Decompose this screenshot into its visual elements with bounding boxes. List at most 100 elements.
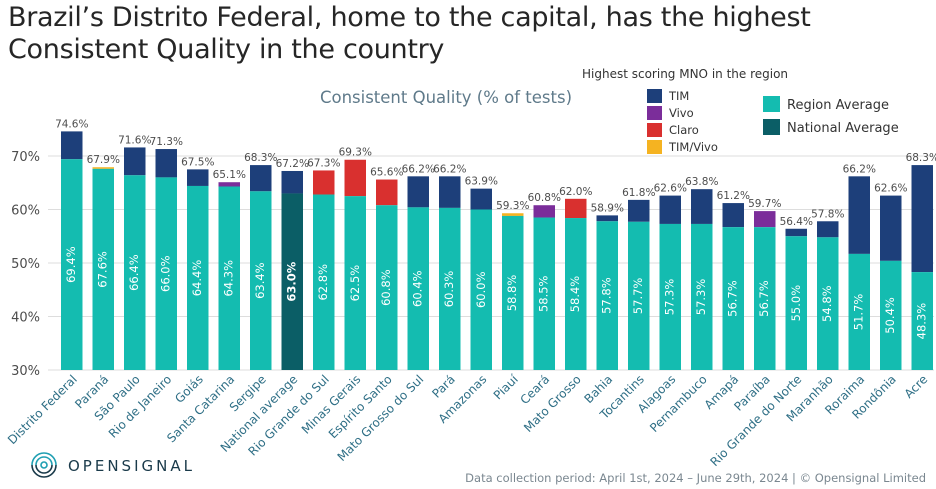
bar-average-label: 58.8% bbox=[505, 275, 519, 312]
bar-top-mno-segment bbox=[61, 131, 83, 160]
bar-top-mno-segment bbox=[344, 159, 366, 197]
bar-top-label: 59.3% bbox=[496, 200, 529, 212]
bar-region-average bbox=[659, 223, 681, 370]
bar-region-average bbox=[691, 223, 713, 370]
x-category-label: Acre bbox=[902, 372, 931, 401]
bar-top-mno-segment bbox=[911, 165, 933, 273]
bar-average-label: 55.0% bbox=[789, 285, 803, 322]
legend-swatch-tim-vivo bbox=[647, 140, 662, 154]
bar-top-mno-segment bbox=[407, 176, 429, 208]
bar-region-average bbox=[848, 253, 870, 370]
bar-region-average bbox=[533, 217, 555, 370]
bar-average-label: 63.0% bbox=[285, 261, 299, 301]
bar-region-average bbox=[344, 196, 366, 370]
bar-region-average bbox=[187, 185, 209, 370]
bar-region-average bbox=[817, 237, 839, 370]
bar-top-mno-segment bbox=[596, 215, 618, 222]
bar-average-label: 50.4% bbox=[883, 297, 897, 334]
legend-label: TIM bbox=[668, 89, 689, 103]
bar-region-average bbox=[754, 227, 776, 370]
title-line-1: Brazil’s Distrito Federal, home to the c… bbox=[8, 2, 811, 33]
legend-label: TIM/Vivo bbox=[668, 140, 718, 154]
title-line-2: Consistent Quality in the country bbox=[8, 34, 445, 65]
bar-top-label: 62.0% bbox=[559, 186, 592, 198]
bar-average-label: 54.8% bbox=[820, 285, 834, 322]
bar-top-mno-segment bbox=[439, 176, 461, 208]
bar-average-label: 67.6% bbox=[96, 251, 110, 288]
bar-average-label: 57.3% bbox=[663, 279, 677, 316]
bar-region-average bbox=[880, 260, 902, 370]
bar-region-average bbox=[628, 221, 650, 370]
bar-region-average bbox=[470, 209, 492, 370]
data-collection-footer: Data collection period: April 1st, 2024 … bbox=[465, 471, 926, 485]
bar-region-average bbox=[722, 227, 744, 370]
bar-average-label: 64.4% bbox=[190, 260, 204, 297]
bar-top-label: 62.6% bbox=[874, 183, 907, 195]
bar-top-label: 56.4% bbox=[780, 216, 813, 228]
bar-top-label: 65.6% bbox=[370, 167, 403, 179]
bar-top-mno-segment bbox=[250, 165, 272, 192]
bar-top-label: 61.8% bbox=[622, 187, 655, 199]
legend-title: Highest scoring MNO in the region bbox=[582, 67, 788, 81]
bar-top-mno-segment bbox=[187, 169, 209, 186]
bar-top-label: 68.3% bbox=[906, 152, 936, 164]
legend-label: National Average bbox=[787, 121, 899, 136]
bar-top-mno-segment bbox=[155, 149, 177, 178]
bar-top-label: 67.2% bbox=[276, 158, 309, 170]
bar-average-label: 62.8% bbox=[316, 264, 330, 301]
opensignal-logo-text: OPENSIGNAL bbox=[68, 457, 195, 475]
bar-region-average bbox=[911, 272, 933, 370]
page-title: Brazil’s Distrito Federal, home to the c… bbox=[8, 2, 868, 66]
bar-top-mno-segment bbox=[376, 179, 398, 206]
y-tick-label: 30% bbox=[11, 364, 40, 379]
bar-region-average bbox=[565, 218, 587, 370]
y-tick-label: 70% bbox=[11, 150, 40, 165]
bar-average-label: 60.8% bbox=[379, 269, 393, 306]
bar-top-mno-segment bbox=[848, 176, 870, 254]
legend-label: Vivo bbox=[669, 106, 694, 120]
bar-top-mno-segment bbox=[533, 205, 555, 218]
bar-top-mno-segment bbox=[691, 189, 713, 224]
legend-label: Region Average bbox=[787, 98, 889, 113]
bar-region-average bbox=[376, 205, 398, 370]
bar-top-mno-segment bbox=[218, 182, 240, 187]
legend-label: Claro bbox=[669, 123, 699, 137]
bar-average-label: 66.0% bbox=[159, 255, 173, 292]
bar-region-average bbox=[61, 159, 83, 370]
bar-top-label: 63.8% bbox=[685, 176, 718, 188]
bar-average-label: 63.4% bbox=[253, 262, 267, 299]
bar-average-label: 51.7% bbox=[852, 294, 866, 331]
bar-region-average bbox=[218, 186, 240, 370]
bar-top-mno-segment bbox=[502, 213, 524, 216]
legend-swatch-region-average bbox=[763, 96, 780, 112]
bar-top-label: 71.6% bbox=[118, 134, 151, 146]
bar-top-mno-segment bbox=[722, 203, 744, 228]
bar-region-average bbox=[596, 221, 618, 370]
y-tick-label: 50% bbox=[11, 257, 40, 272]
bar-top-label: 65.1% bbox=[213, 169, 246, 181]
bar-top-label: 71.3% bbox=[150, 136, 183, 148]
bar-average-label: 58.4% bbox=[568, 276, 582, 313]
bar-region-average bbox=[124, 175, 146, 370]
bar-top-mno-segment bbox=[313, 170, 335, 195]
bar-top-mno-segment bbox=[880, 195, 902, 261]
bar-top-label: 61.2% bbox=[717, 190, 750, 202]
bar-average-label: 57.8% bbox=[600, 277, 614, 314]
bar-top-label: 66.2% bbox=[402, 163, 435, 175]
bar-top-label: 74.6% bbox=[55, 118, 88, 130]
bar-average-label: 66.4% bbox=[127, 254, 141, 291]
bar-region-average bbox=[785, 236, 807, 370]
x-category-label: Distrito Federal bbox=[5, 372, 80, 447]
bar-top-label: 58.9% bbox=[591, 202, 624, 214]
bar-top-mno-segment bbox=[565, 198, 587, 219]
bar-top-mno-segment bbox=[628, 199, 650, 222]
bar-top-label: 67.5% bbox=[181, 156, 214, 168]
bar-national-average bbox=[281, 193, 303, 370]
x-category-label: Pará bbox=[429, 372, 458, 401]
y-tick-label: 60% bbox=[11, 204, 40, 219]
bar-average-label: 60.4% bbox=[411, 270, 425, 307]
bar-average-label: 64.3% bbox=[222, 260, 236, 297]
bar-average-label: 56.7% bbox=[726, 280, 740, 317]
legend-swatch-national-average bbox=[763, 119, 780, 135]
